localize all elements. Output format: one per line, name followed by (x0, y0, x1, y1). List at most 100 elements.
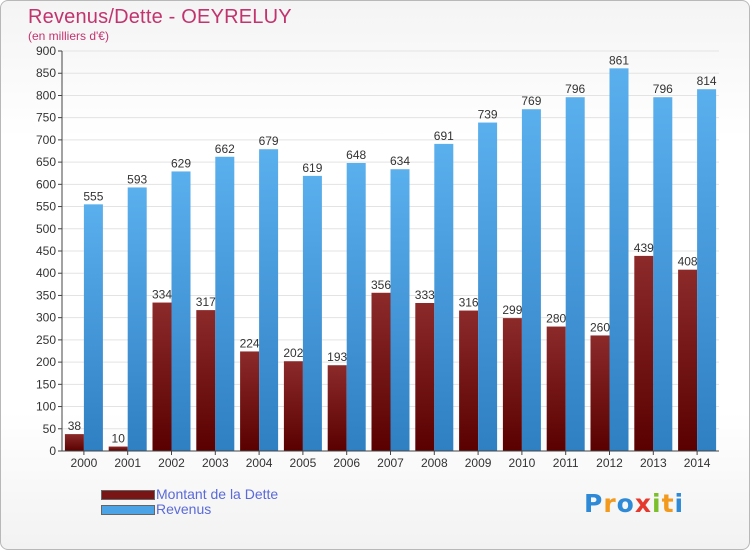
legend-swatch-revenus (101, 505, 155, 515)
y-tick-label: 500 (36, 222, 56, 236)
logo-letter: i (652, 489, 662, 518)
bar-dette (459, 310, 479, 451)
logo-letter: i (674, 489, 685, 518)
logo-letter: t (661, 489, 675, 518)
bar-dette (152, 302, 172, 451)
data-label-dette: 260 (590, 320, 610, 334)
logo-letter: r (603, 489, 617, 518)
data-label-revenus: 739 (478, 108, 498, 122)
data-label-dette: 280 (546, 312, 566, 326)
bar-revenus (302, 175, 322, 451)
x-tick-label: 2002 (158, 456, 185, 470)
y-tick-label: 850 (36, 66, 56, 80)
x-tick-label: 2005 (290, 456, 317, 470)
x-tick-label: 2004 (246, 456, 273, 470)
bar-dette (371, 292, 391, 451)
x-tick-label: 2008 (421, 456, 448, 470)
y-tick-label: 0 (49, 444, 56, 458)
y-tick-label: 750 (36, 111, 56, 125)
data-label-dette: 193 (327, 350, 347, 364)
y-tick-label: 450 (36, 244, 56, 258)
y-tick-label: 700 (36, 133, 56, 147)
data-label-revenus: 555 (83, 189, 103, 203)
bar-revenus (259, 149, 279, 451)
bar-revenus (171, 171, 191, 451)
x-tick-label: 2013 (640, 456, 667, 470)
logo-letter: o (616, 489, 635, 518)
data-label-revenus: 861 (609, 53, 629, 67)
bar-revenus (478, 122, 498, 452)
x-tick-label: 2010 (509, 456, 536, 470)
x-tick-label: 2012 (596, 456, 623, 470)
bar-revenus (127, 187, 147, 451)
bar-revenus (390, 169, 410, 451)
x-tick-label: 2003 (202, 456, 229, 470)
y-tick-label: 150 (36, 377, 56, 391)
y-tick-label: 200 (36, 355, 56, 369)
data-label-dette: 38 (68, 419, 82, 433)
y-tick-label: 50 (43, 422, 57, 436)
x-tick-label: 2000 (71, 456, 98, 470)
data-label-revenus: 814 (697, 74, 717, 88)
data-label-dette: 356 (371, 278, 391, 292)
y-tick-label: 900 (36, 44, 56, 58)
data-label-revenus: 634 (390, 154, 410, 168)
x-axis-ticks: 2000 2001 2002 2003 2004 2005 2006 2007 2008 2009… (71, 451, 711, 470)
chart-subtitle: (en milliers d'€) (28, 29, 109, 43)
bar-dette (108, 446, 128, 451)
x-tick-label: 2006 (333, 456, 360, 470)
x-tick-label: 2007 (377, 456, 404, 470)
x-tick-label: 2001 (114, 456, 141, 470)
data-label-revenus: 629 (171, 156, 191, 170)
y-tick-label: 300 (36, 311, 56, 325)
data-label-revenus: 593 (127, 172, 147, 186)
bar-dette (590, 335, 610, 451)
data-label-revenus: 796 (653, 82, 673, 96)
data-label-revenus: 648 (346, 148, 366, 162)
data-label-dette: 334 (152, 288, 172, 302)
data-label-revenus: 679 (259, 134, 279, 148)
data-label-revenus: 769 (521, 94, 541, 108)
data-label-dette: 333 (415, 288, 435, 302)
bar-revenus (83, 204, 103, 451)
legend-label-revenus: Revenus (156, 501, 212, 517)
data-label-dette: 10 (112, 432, 126, 446)
data-label-revenus: 619 (302, 161, 322, 175)
y-axis-ticks: 0 50 100 150 200 250 300 350 400 450 500 550 600 650 7… (36, 44, 62, 458)
y-tick-label: 800 (36, 88, 56, 102)
data-label-dette: 317 (196, 295, 216, 309)
bar-revenus (697, 89, 717, 451)
chart-title: Revenus/Dette - OEYRELUY (28, 6, 292, 28)
bars (64, 68, 717, 452)
bar-revenus (609, 68, 629, 451)
bar-dette (240, 351, 260, 451)
data-label-dette: 224 (240, 336, 260, 350)
y-tick-label: 250 (36, 333, 56, 347)
bar-dette (678, 269, 698, 451)
bar-revenus (521, 109, 541, 451)
bar-dette (283, 361, 303, 451)
bar-dette (64, 434, 84, 451)
data-labels: 38 555 10 593 334 629 317 662 224 679 202 619 193 648… (68, 53, 717, 445)
bar-revenus (215, 156, 235, 451)
bar-dette (415, 303, 435, 451)
bar-revenus (434, 143, 454, 451)
logo-letter: P (584, 489, 604, 518)
bar-revenus (346, 163, 366, 451)
data-label-revenus: 691 (434, 129, 454, 143)
bar-dette (502, 318, 522, 451)
y-tick-label: 550 (36, 200, 56, 214)
data-label-dette: 299 (502, 303, 522, 317)
y-tick-label: 600 (36, 177, 56, 191)
data-label-dette: 408 (678, 255, 698, 269)
legend-label-dette: Montant de la Dette (156, 486, 279, 502)
data-label-revenus: 796 (565, 82, 585, 96)
bar-revenus (653, 97, 673, 451)
data-label-dette: 316 (459, 296, 479, 310)
proxiti-logo: Proxiti (584, 489, 684, 518)
bar-dette (634, 255, 654, 451)
y-tick-label: 650 (36, 155, 56, 169)
data-label-dette: 202 (283, 346, 303, 360)
